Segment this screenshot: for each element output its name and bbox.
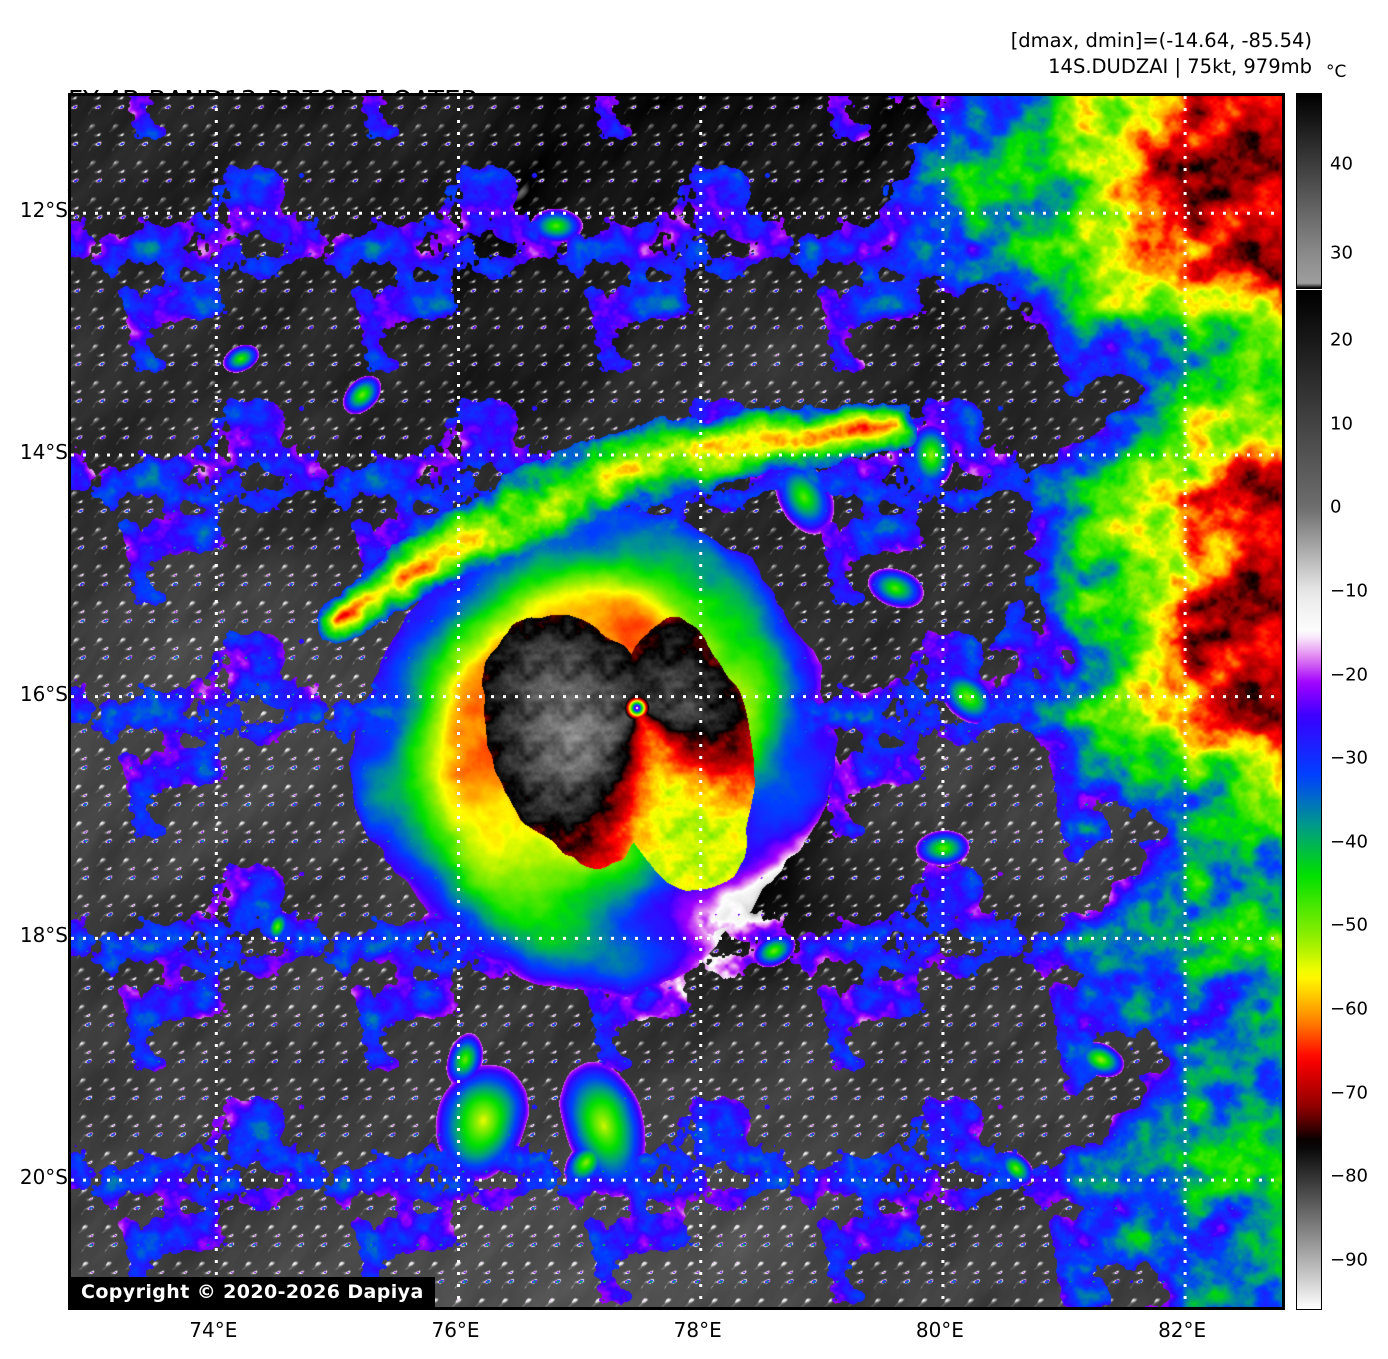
x-axis-tick-label: 80°E xyxy=(915,1318,964,1342)
infrared-brightness-temperature-raster xyxy=(71,96,1282,1307)
colorbar-tick-label: 30 xyxy=(1330,242,1353,264)
colorbar-tick-label: 0 xyxy=(1330,496,1342,518)
x-axis-tick-label: 78°E xyxy=(673,1318,722,1342)
storm-info-label: 14S.DUDZAI | 75kt, 979mb xyxy=(1048,55,1312,79)
colorbar-tick-label: 20 xyxy=(1330,329,1353,351)
colorbar-tick-label: −90 xyxy=(1330,1249,1368,1271)
colorbar-tick-label: −30 xyxy=(1330,747,1368,769)
y-axis-tick-label: 18°S xyxy=(19,923,68,948)
x-axis-tick-label: 82°E xyxy=(1158,1318,1207,1342)
x-axis-tick-label: 74°E xyxy=(189,1318,238,1342)
colorbar-tick-label: −10 xyxy=(1330,580,1368,602)
colorbar-tick-label: −40 xyxy=(1330,831,1368,853)
colorbar-tick-label: −20 xyxy=(1330,664,1368,686)
x-axis-tick-label: 76°E xyxy=(431,1318,480,1342)
colorbar-tick-label: 40 xyxy=(1330,153,1353,175)
colorbar-tick-label: −80 xyxy=(1330,1165,1368,1187)
colorbar-main-segment xyxy=(1296,290,1322,1310)
colorbar-tick-label: −60 xyxy=(1330,998,1368,1020)
metadata-block: [dmax, dmin]=(-14.64, -85.54) 14S.DUDZAI… xyxy=(1011,28,1312,80)
colorbar-tick-label: −70 xyxy=(1330,1082,1368,1104)
satellite-image-plot[interactable] xyxy=(68,93,1285,1310)
colorbar-warm-segment xyxy=(1296,93,1322,289)
y-axis-tick-label: 16°S xyxy=(19,681,68,706)
colorbar-tick-label: 10 xyxy=(1330,413,1353,435)
y-axis-tick-label: 12°S xyxy=(19,198,68,223)
y-axis-tick-label: 14°S xyxy=(19,439,68,464)
y-axis-tick-label: 20°S xyxy=(19,1165,68,1190)
temperature-colorbar[interactable] xyxy=(1296,93,1322,1310)
colorbar-tick-label: −50 xyxy=(1330,914,1368,936)
data-extremes-label: [dmax, dmin]=(-14.64, -85.54) xyxy=(1010,29,1312,52)
copyright-banner: Copyright © 2020-2026 Dapiya xyxy=(70,1277,435,1308)
colorbar-unit-label: °C xyxy=(1326,62,1347,82)
